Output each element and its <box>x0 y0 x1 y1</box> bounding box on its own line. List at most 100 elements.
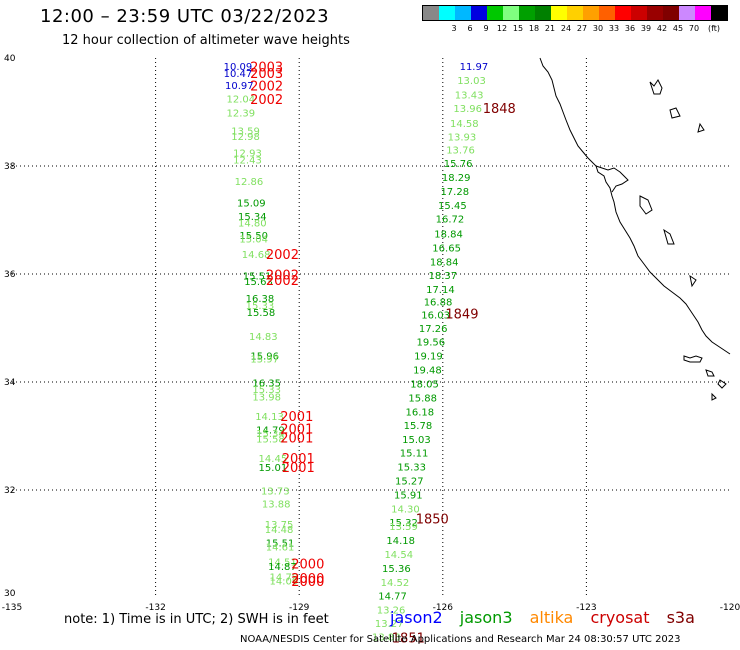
color-swatch <box>615 6 631 20</box>
wave-height-value: 13.26 <box>377 606 406 617</box>
color-swatch <box>599 6 615 20</box>
wave-height-value: 13.98 <box>252 392 281 403</box>
color-scale-tick: 39 <box>640 24 652 33</box>
color-scale-tick: 33 <box>608 24 620 33</box>
wave-height-value: 16.88 <box>424 297 453 308</box>
wave-height-value: 14.80 <box>238 218 267 229</box>
wave-height-value: 12.86 <box>235 177 264 188</box>
wave-height-value: 15.78 <box>404 421 433 432</box>
longitude-tick-label: -135 <box>2 603 22 613</box>
wave-height-value: 15.51 <box>266 539 295 550</box>
wave-height-value: 17.28 <box>440 187 469 198</box>
pass-time-label: 2003 <box>250 61 283 76</box>
color-swatch <box>535 6 551 20</box>
wave-height-value: 18.37 <box>428 271 457 282</box>
color-swatch <box>679 6 695 20</box>
wave-height-value: 13.88 <box>262 499 291 510</box>
wave-height-value: 14.13 <box>255 412 284 423</box>
wave-height-value: 15.51 <box>243 271 272 282</box>
map-grid <box>12 58 730 598</box>
color-scale-tick: 42 <box>656 24 668 33</box>
color-swatch <box>711 6 727 20</box>
wave-height-value: 13.59 <box>389 522 418 533</box>
pass-time-label: 1848 <box>483 102 516 117</box>
wave-height-value: 15.91 <box>394 491 423 502</box>
wave-height-value: 16.03 <box>421 310 450 321</box>
wave-height-value: 13.96 <box>453 104 482 115</box>
color-swatch <box>471 6 487 20</box>
lake-or-island-outline <box>649 79 663 95</box>
wave-height-value: 15.97 <box>250 355 279 366</box>
wave-height-value: 13.75 <box>265 520 294 531</box>
wave-height-value: 14.77 <box>378 592 407 603</box>
wave-height-value: 15.96 <box>250 351 279 362</box>
wave-height-value: 16.38 <box>246 294 275 305</box>
color-swatch <box>567 6 583 20</box>
color-scale-tick: 15 <box>512 24 524 33</box>
color-scale-tick: 45 <box>672 24 684 33</box>
pass-time-labels: 2003200320022002200220022002200120012001… <box>250 61 516 647</box>
wave-height-value: 14.45 <box>259 454 288 465</box>
longitude-tick-label: -123 <box>576 603 596 613</box>
wave-height-value: 18.05 <box>410 379 439 390</box>
pass-time-label: 2001 <box>282 452 315 467</box>
color-scale-swatches <box>422 5 728 21</box>
wave-height-value: 13.73 <box>261 486 290 497</box>
coastline <box>539 57 731 401</box>
wave-height-value: 11.97 <box>460 62 489 73</box>
chart-subtitle: 12 hour collection of altimeter wave hei… <box>62 33 350 48</box>
lake-or-island-outline <box>689 274 697 288</box>
wave-height-value: 15.34 <box>238 212 267 223</box>
color-scale-tick: (ft) <box>707 24 721 33</box>
color-scale-legend: 3 6 9 12 15 18 21 24 27 30 33 36 39 42 45 70 (ft) <box>422 5 732 35</box>
wave-height-value: 15.01 <box>259 463 288 474</box>
wave-height-value: 15.33 <box>252 385 281 396</box>
footnote: note: 1) Time is in UTC; 2) SWH is in fe… <box>64 612 329 627</box>
wave-height-value: 14.54 <box>384 550 413 561</box>
wave-height-value: 16.65 <box>432 243 461 254</box>
pass-time-label: 2002 <box>266 268 299 283</box>
pass-time-label: 1850 <box>416 512 449 527</box>
wave-height-value: 12.39 <box>226 108 255 119</box>
wave-height-value: 15.88 <box>408 393 437 404</box>
wave-height-value: 15.58 <box>256 434 285 445</box>
pass-time-label: 2003 <box>250 67 283 82</box>
wave-height-value: 18.84 <box>434 229 463 240</box>
pass-time-label: 2002 <box>250 93 283 108</box>
legend-altika: altika <box>529 608 574 627</box>
wave-height-value: 18.84 <box>430 257 459 268</box>
wave-height-value: 15.04 <box>239 235 268 246</box>
wave-height-value: 15.11 <box>400 449 429 460</box>
color-swatch <box>583 6 599 20</box>
lake-or-island-outline <box>663 228 675 245</box>
color-swatch <box>551 6 567 20</box>
color-scale-tick: 21 <box>544 24 556 33</box>
color-scale-tick: 24 <box>560 24 572 33</box>
wave-height-value: 13.43 <box>455 91 484 102</box>
wave-height-value: 10.47 <box>224 69 253 80</box>
wave-height-value: 14.09 <box>270 577 299 588</box>
wave-height-value: 15.09 <box>237 199 266 210</box>
wave-height-value: 16.72 <box>436 215 465 226</box>
wave-height-value: 12.04 <box>226 94 255 105</box>
color-scale-ticks: 3 6 9 12 15 18 21 24 27 30 33 36 39 42 45 70 (ft) <box>422 21 732 35</box>
pass-time-label: 2000 <box>291 575 324 590</box>
longitude-tick-label: -132 <box>145 603 165 613</box>
latitude-tick-label: 40 <box>4 54 16 64</box>
chart-title: 12:00 – 23:59 UTC 03/22/2023 <box>40 6 330 27</box>
color-scale-tick: 12 <box>496 24 508 33</box>
wave-height-value: 15.34 <box>256 429 285 440</box>
wave-height-value: 17.14 <box>426 285 455 296</box>
wave-height-value: 15.76 <box>444 159 473 170</box>
legend-jason3: jason3 <box>459 608 513 627</box>
wave-height-value: 19.19 <box>414 351 443 362</box>
pass-time-label: 2002 <box>266 274 299 289</box>
legend-s3a: s3a <box>666 608 695 627</box>
wave-height-value: 12.43 <box>233 155 262 166</box>
color-swatch <box>647 6 663 20</box>
color-swatch <box>663 6 679 20</box>
california-coastline <box>539 57 731 355</box>
wave-height-value: 15.03 <box>402 435 431 446</box>
wave-height-value: 15.33 <box>397 463 426 474</box>
color-scale-tick: 70 <box>688 24 700 33</box>
